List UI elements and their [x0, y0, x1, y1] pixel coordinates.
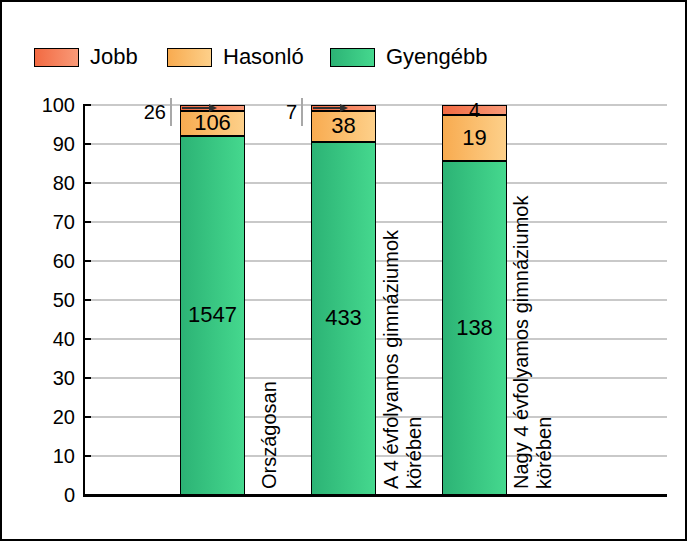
legend-swatch-gyengebb-icon [330, 48, 375, 67]
value-label-jobb-1: 7 [233, 101, 297, 123]
y-axis-label-60: 60 [2, 250, 75, 272]
value-label-hasonló-2: 19 [442, 125, 507, 151]
y-axis-label-20: 20 [2, 406, 75, 428]
y-axis-label-90: 90 [2, 133, 75, 155]
legend-label-jobb: Jobb [90, 46, 138, 68]
callout-arrow-0 [182, 107, 209, 109]
value-label-gyengébb-0: 1547 [180, 302, 245, 328]
value-label-jobb-2: 4 [442, 97, 507, 123]
value-label-hasonló-1: 38 [311, 113, 376, 139]
category-label-0: Országosan [258, 381, 281, 489]
value-label-gyengébb-2: 138 [442, 315, 507, 341]
callout-arrow-head-0 [209, 104, 217, 112]
callout-arrow-1 [313, 107, 340, 109]
legend-label-gyengebb: Gyengébb [386, 46, 488, 68]
callout-line-0 [170, 98, 172, 126]
category-label-line: Országosan [258, 381, 281, 489]
y-axis-line [83, 104, 85, 496]
legend-swatch-hasonlo-icon [167, 48, 212, 67]
category-label-line: körében [403, 230, 426, 489]
y-axis-label-0: 0 [2, 484, 75, 506]
category-label-line: A 4 évfolyamos gimnáziumok [380, 230, 403, 489]
y-axis-label-30: 30 [2, 367, 75, 389]
legend-label-hasonlo: Hasonló [223, 46, 304, 68]
legend-item-jobb: Jobb [34, 46, 138, 68]
legend-swatch-jobb-icon [34, 48, 79, 67]
value-label-gyengébb-1: 433 [311, 305, 376, 331]
y-axis-label-80: 80 [2, 172, 75, 194]
category-label-1: A 4 évfolyamos gimnáziumokkörében [380, 230, 426, 489]
y-axis-label-100: 100 [2, 94, 75, 116]
category-label-2: Nagy 4 évfolyamos gimnáziumokkörében [510, 196, 556, 489]
y-axis-label-70: 70 [2, 211, 75, 233]
legend-item-hasonlo: Hasonló [167, 46, 304, 68]
category-label-line: körében [533, 196, 556, 489]
y-axis-label-50: 50 [2, 289, 75, 311]
callout-arrow-head-1 [340, 104, 348, 112]
y-axis-label-40: 40 [2, 328, 75, 350]
chart-window: Jobb Hasonló Gyengébb 0 10 20 30 40 50 60 70 80 9… [0, 0, 687, 541]
legend-item-gyengebb: Gyengébb [330, 46, 488, 68]
y-axis-label-10: 10 [2, 445, 75, 467]
value-label-jobb-0: 26 [102, 101, 166, 123]
callout-line-1 [301, 98, 303, 126]
category-label-line: Nagy 4 évfolyamos gimnáziumok [510, 196, 533, 489]
